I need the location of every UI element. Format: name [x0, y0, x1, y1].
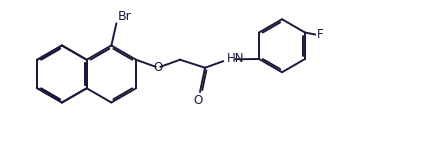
Text: O: O: [153, 61, 162, 74]
Text: O: O: [193, 94, 202, 107]
Text: Br: Br: [117, 10, 131, 22]
Text: HN: HN: [227, 52, 244, 65]
Text: F: F: [316, 28, 323, 41]
